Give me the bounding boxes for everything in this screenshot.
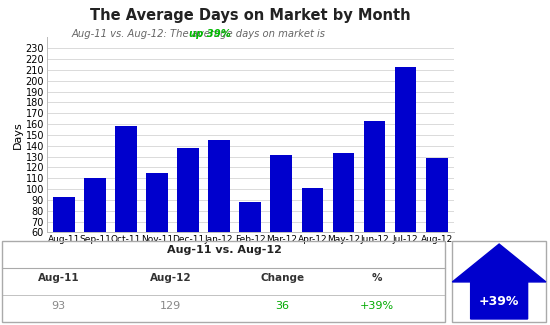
Polygon shape: [452, 244, 546, 319]
Text: 93: 93: [51, 301, 65, 311]
Text: 36: 36: [276, 301, 289, 311]
Bar: [301, 188, 323, 297]
Bar: [53, 197, 75, 297]
Bar: [146, 173, 168, 297]
Bar: [333, 153, 354, 297]
Text: Aug-11 vs. Aug-12: Aug-11 vs. Aug-12: [167, 245, 282, 255]
Text: The Average Days on Market by Month: The Average Days on Market by Month: [90, 8, 410, 23]
Bar: [364, 121, 386, 297]
Text: 129: 129: [160, 301, 181, 311]
Text: Aug-11 vs. Aug-12: The average days on market is: Aug-11 vs. Aug-12: The average days on m…: [72, 29, 329, 39]
Bar: [84, 178, 106, 297]
Text: Aug-11: Aug-11: [37, 273, 79, 283]
Bar: [208, 140, 230, 297]
Text: +39%: +39%: [479, 295, 519, 308]
Text: Change: Change: [260, 273, 305, 283]
Bar: [177, 148, 199, 297]
Bar: [395, 67, 416, 297]
Text: +39%: +39%: [360, 301, 394, 311]
Y-axis label: Days: Days: [13, 121, 23, 149]
Bar: [115, 126, 137, 297]
Bar: [239, 202, 261, 297]
Text: %: %: [371, 273, 382, 283]
Text: up 39%: up 39%: [189, 29, 230, 39]
Bar: [426, 158, 448, 297]
Bar: [271, 155, 292, 297]
Text: Aug-12: Aug-12: [150, 273, 191, 283]
